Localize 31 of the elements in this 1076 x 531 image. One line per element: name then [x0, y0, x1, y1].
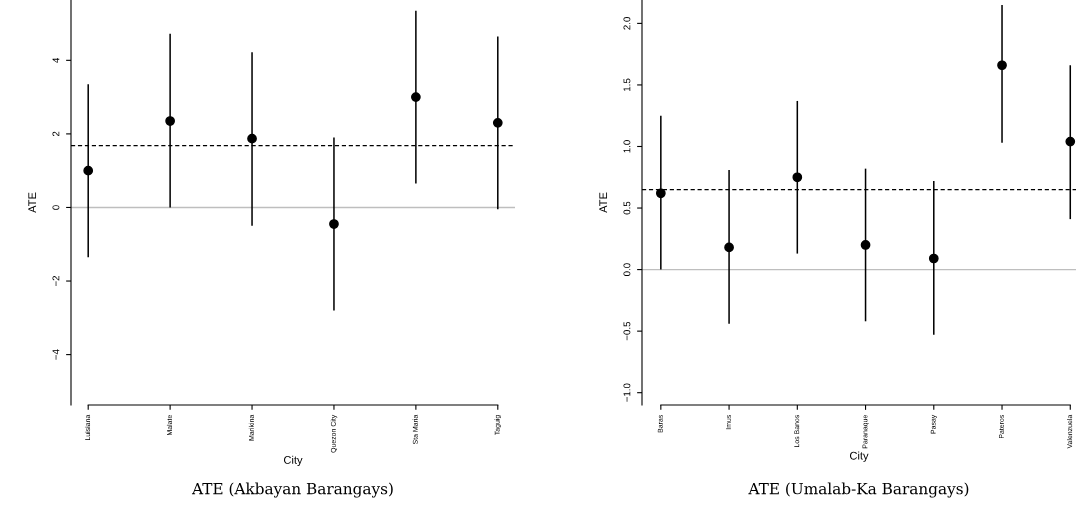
- x-axis-title: City: [284, 455, 303, 467]
- x-axis-title: City: [850, 451, 869, 462]
- y-tick-label: 4: [52, 57, 60, 63]
- text: ATE (Akbayan Barangays): [191, 482, 393, 498]
- text: ATE (Umalab-Ka Barangays): [748, 482, 969, 498]
- point: [247, 133, 257, 144]
- y-tick-label: −1.0: [623, 383, 631, 402]
- y-tick-label: 0: [52, 205, 60, 210]
- point: [411, 92, 421, 102]
- y-tick-label: 1.5: [623, 78, 631, 91]
- y-axis-title: ATE: [599, 192, 608, 213]
- y-tick-label: 2.0: [623, 17, 631, 30]
- point: [792, 172, 803, 183]
- point: [860, 240, 871, 250]
- y-tick-label: −0.5: [623, 321, 631, 341]
- point: [492, 117, 503, 128]
- y-tick-label: −4: [52, 349, 60, 360]
- y-tick-label: 0.0: [623, 263, 631, 276]
- point: [997, 60, 1007, 71]
- y-tick-label: −2: [52, 275, 60, 287]
- point: [83, 165, 94, 176]
- point: [1065, 136, 1076, 147]
- point: [724, 242, 734, 253]
- point: [655, 188, 666, 199]
- point: [329, 219, 339, 229]
- y-axis-title: ATE: [28, 192, 37, 213]
- y-tick-label: 2: [52, 131, 60, 137]
- point: [928, 253, 939, 264]
- point: [165, 116, 175, 126]
- y-tick-label: 1.0: [623, 140, 631, 153]
- y-tick-label: 0.5: [623, 201, 631, 215]
